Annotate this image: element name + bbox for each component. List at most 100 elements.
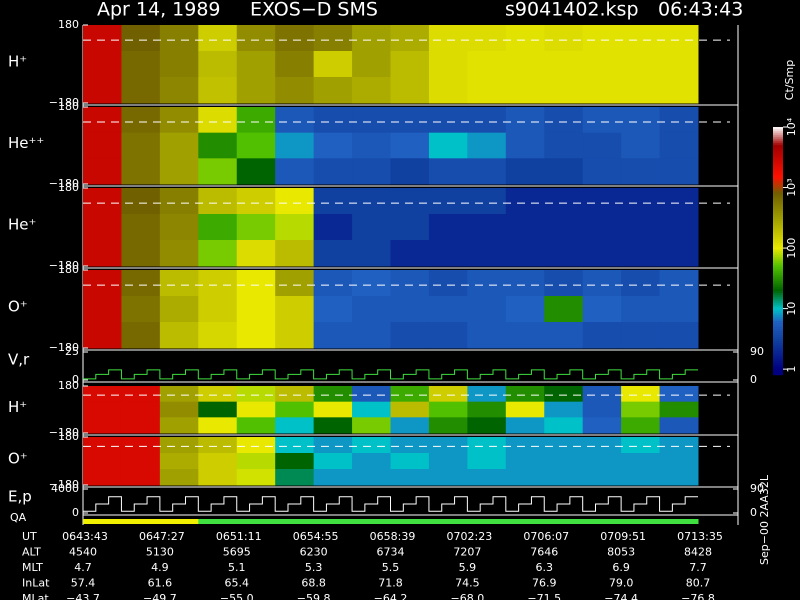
colorbar-swatch <box>773 371 783 374</box>
panel-label: H⁺ <box>8 53 27 71</box>
spectrogram-cell <box>467 240 507 267</box>
spectrogram-cell <box>198 386 238 403</box>
file: s9041402.ksp <box>505 0 639 21</box>
spectrogram-cell <box>275 214 315 241</box>
colorbar-swatch <box>773 357 783 360</box>
spectrogram-cell <box>275 158 315 185</box>
spectrogram-cell <box>275 386 315 403</box>
spectrogram-cell <box>236 322 276 349</box>
spectrogram-cell <box>621 107 661 134</box>
spectrogram-cell <box>505 214 545 241</box>
spectrogram-cell <box>275 469 315 486</box>
spectrogram-cell <box>352 453 391 470</box>
spectrogram-cell <box>159 453 199 470</box>
colorbar-swatch <box>773 171 783 174</box>
colorbar-swatch <box>773 199 783 202</box>
spectrogram-cell <box>621 240 661 267</box>
spectrogram-cell <box>352 51 391 78</box>
spectrogram-cell <box>83 214 122 241</box>
spectrogram-cell <box>505 188 545 215</box>
spectrogram-cell <box>390 453 430 470</box>
spectrogram-cell <box>352 188 391 215</box>
colorbar-swatch <box>773 183 783 186</box>
spectrogram-cell <box>352 296 391 323</box>
spectrogram-cell <box>121 386 161 403</box>
spectrogram-cell <box>544 386 584 403</box>
spectrogram-cell <box>159 322 199 349</box>
qa-segment <box>121 519 161 524</box>
spectrogram-cell <box>83 25 122 52</box>
spectrogram-cell <box>275 240 315 267</box>
spectrogram-cell <box>83 77 122 104</box>
colorbar-swatch <box>773 217 783 220</box>
ephemeris-value: 80.7 <box>686 577 711 590</box>
colorbar-swatch <box>773 331 783 334</box>
colorbar-swatch <box>773 287 783 290</box>
spectrogram-cell <box>198 51 238 78</box>
ephemeris-value: −74.4 <box>604 592 638 600</box>
colorbar-swatch <box>773 187 783 190</box>
ephemeris-value: 5.3 <box>305 561 323 574</box>
spectrogram-cell <box>621 296 661 323</box>
colorbar-swatch <box>773 179 783 182</box>
ephemeris-value: 71.8 <box>378 577 403 590</box>
colorbar-swatch <box>773 269 783 272</box>
colorbar-swatch <box>773 233 783 236</box>
colorbar-swatch <box>773 277 783 280</box>
spectrogram-cell <box>236 188 276 215</box>
y-tick-label: 0 <box>72 506 79 519</box>
colorbar-swatch <box>773 335 783 338</box>
colorbar-swatch <box>773 139 783 142</box>
colorbar-swatch <box>773 225 783 228</box>
ephemeris-value: 0709:51 <box>600 530 646 543</box>
colorbar-swatch <box>773 243 783 246</box>
spectrogram-cell <box>198 453 238 470</box>
spectrogram-cell <box>505 132 545 159</box>
spectrogram-cell <box>544 437 584 454</box>
colorbar-swatch <box>773 267 783 270</box>
spectrogram-cell <box>544 240 584 267</box>
y-tick-label: 180 <box>58 100 79 113</box>
spectrogram-cell <box>428 25 468 52</box>
spectrogram-cell <box>659 107 699 134</box>
spectrogram-cell <box>582 322 622 349</box>
colorbar-swatch <box>773 241 783 244</box>
spectrogram-cell <box>83 132 122 159</box>
spectrogram-cell <box>621 77 661 104</box>
colorbar-swatch <box>773 141 783 144</box>
colorbar-swatch <box>773 291 783 294</box>
colorbar-swatch <box>773 309 783 312</box>
spectrogram-cell <box>505 25 545 52</box>
qa-segment <box>544 519 584 524</box>
colorbar-swatch <box>773 299 783 302</box>
spectrogram-cell <box>467 386 507 403</box>
colorbar-swatch <box>773 197 783 200</box>
colorbar-swatch <box>773 135 783 138</box>
spectrogram-cell <box>159 386 199 403</box>
spectrogram-cell <box>467 417 507 434</box>
colorbar-swatch <box>773 167 783 170</box>
colorbar-swatch <box>773 261 783 264</box>
spectrogram-cell <box>390 77 430 104</box>
spectrogram-cell <box>313 386 353 403</box>
qa-segment <box>159 519 199 524</box>
ephemeris-value: −59.8 <box>297 592 331 600</box>
spectrogram-cell <box>428 51 468 78</box>
y-tick-label: −180 <box>49 259 79 272</box>
colorbar-swatch <box>773 169 783 172</box>
colorbar-swatch <box>773 185 783 188</box>
spectrogram-cell <box>544 107 584 134</box>
spectrogram-cell <box>275 417 315 434</box>
spectrogram-cell <box>121 270 161 297</box>
ephemeris-value: 0658:39 <box>370 530 416 543</box>
colorbar-swatch <box>773 155 783 158</box>
y-tick-label: 180 <box>58 430 79 443</box>
spectrogram-cell <box>390 25 430 52</box>
spectrogram-cell <box>159 188 199 215</box>
spectrogram-cell <box>313 158 353 185</box>
colorbar-swatch <box>773 327 783 330</box>
spectrogram-cell <box>159 214 199 241</box>
colorbar-swatch <box>773 349 783 352</box>
colorbar-swatch <box>773 259 783 262</box>
spectrogram-cell <box>544 401 584 418</box>
